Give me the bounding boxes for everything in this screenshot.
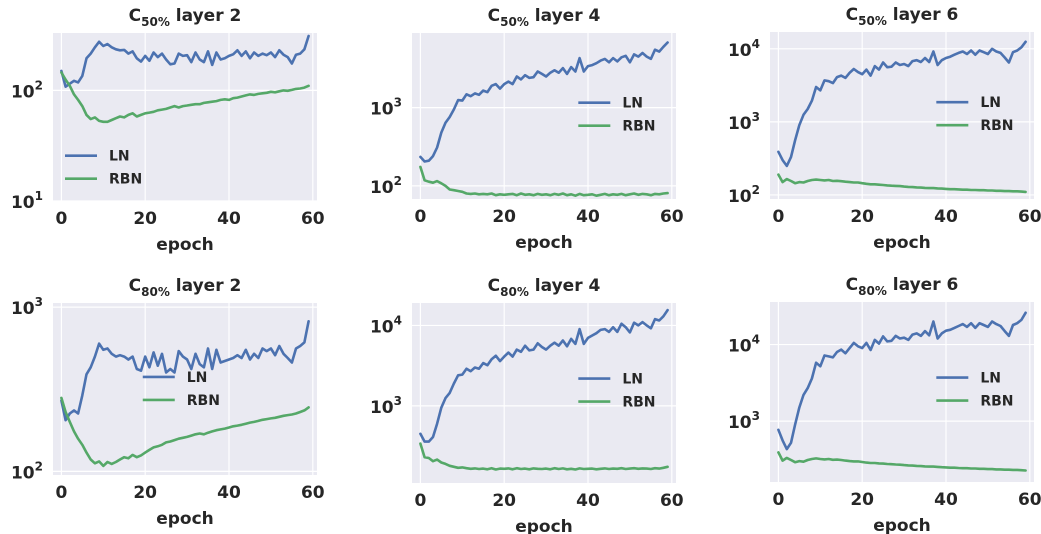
y-tick-label: 103 — [728, 409, 760, 433]
x-axis-label: epoch — [515, 517, 573, 534]
x-tick-label: 40 — [576, 207, 600, 227]
y-tick-label: 103 — [728, 110, 760, 134]
x-tick-label: 60 — [660, 207, 684, 227]
legend-label-rbn: RBN — [187, 393, 220, 409]
series-line-ln — [60, 34, 310, 88]
x-tick-label: 40 — [217, 483, 241, 503]
x-tick-label: 40 — [934, 207, 958, 227]
plot-area — [53, 303, 317, 475]
x-tick-label: 60 — [1018, 490, 1041, 510]
x-tick-label: 0 — [772, 490, 784, 510]
chart-panel-2: 0 20 40 60 102 103 C50% layer 4 epoch LN RBN — [370, 6, 684, 253]
x-tick-label: 20 — [492, 491, 516, 511]
series-line-rbn — [419, 442, 669, 471]
chart-panel-6: 0 20 40 60 103 104 C80% layer 6 epoch LN RBN — [728, 275, 1041, 534]
y-tick-label: 102 — [11, 78, 43, 102]
legend-label-ln: LN — [622, 96, 643, 112]
series-line-ln — [419, 308, 669, 443]
x-tick-label: 0 — [414, 207, 426, 227]
series-line-rbn — [60, 396, 310, 468]
x-tick-label: 60 — [301, 483, 325, 503]
y-tick-label: 102 — [11, 459, 43, 483]
series-line-rbn — [777, 451, 1027, 472]
x-axis-label: epoch — [873, 233, 931, 253]
x-tick-label: 60 — [1018, 207, 1041, 227]
chart-title: C80% layer 2 — [129, 276, 242, 299]
legend-label-ln: LN — [980, 95, 1001, 111]
plot-area — [53, 33, 317, 201]
x-tick-label: 40 — [217, 209, 241, 229]
x-tick-label: 20 — [850, 207, 874, 227]
x-tick-label: 60 — [660, 491, 684, 511]
legend-label-rbn: RBN — [622, 395, 655, 411]
chart-panel-4: 0 20 40 60 102 103 C80% layer 2 epoch LN RBN — [11, 276, 325, 529]
y-tick-label: 101 — [11, 189, 43, 213]
x-tick-label: 40 — [934, 490, 958, 510]
x-tick-label: 40 — [576, 491, 600, 511]
series-line-ln — [419, 41, 669, 163]
y-tick-label: 103 — [11, 295, 43, 319]
y-tick-label: 102 — [370, 174, 402, 198]
series-line-rbn — [419, 165, 669, 197]
chart-title: C50% layer 6 — [846, 5, 959, 28]
chart-title: C50% layer 2 — [129, 6, 242, 29]
legend-label-ln: LN — [622, 372, 643, 388]
legend-label-rbn: RBN — [980, 394, 1013, 410]
chart-title: C80% layer 6 — [846, 275, 959, 298]
plot-area — [770, 32, 1034, 199]
x-tick-label: 20 — [850, 490, 874, 510]
x-tick-label: 0 — [55, 209, 67, 229]
series-line-ln — [777, 40, 1027, 168]
chart-panel-3: 0 20 40 60 102 103 104 C50% layer 6 epoch LN RBN — [728, 5, 1041, 253]
plot-area — [412, 303, 676, 483]
x-tick-label: 20 — [133, 209, 157, 229]
legend-label-rbn: RBN — [980, 118, 1013, 134]
chart-title: C80% layer 4 — [488, 276, 601, 299]
y-tick-label: 103 — [370, 96, 402, 120]
legend: LN RBN — [936, 95, 1013, 134]
x-tick-label: 0 — [772, 207, 784, 227]
y-tick-label: 104 — [728, 333, 760, 357]
legend: LN RBN — [936, 371, 1013, 410]
x-axis-label: epoch — [515, 233, 573, 253]
legend-label-ln: LN — [980, 371, 1001, 387]
legend: LN RBN — [578, 372, 655, 411]
x-axis-label: epoch — [156, 509, 214, 529]
chart-panel-5: 0 20 40 60 103 104 C80% layer 4 epoch LN RBN — [370, 276, 684, 534]
x-tick-label: 20 — [133, 483, 157, 503]
plot-area — [770, 302, 1034, 482]
x-tick-label: 0 — [55, 483, 67, 503]
series-line-ln — [777, 311, 1027, 451]
y-tick-label: 104 — [370, 313, 402, 337]
y-tick-label: 102 — [728, 183, 760, 207]
legend-label-ln: LN — [109, 149, 130, 165]
x-tick-label: 20 — [492, 207, 516, 227]
x-tick-label: 0 — [414, 491, 426, 511]
series-line-rbn — [60, 71, 310, 124]
legend: LN RBN — [578, 96, 655, 135]
legend-label-ln: LN — [187, 370, 208, 386]
x-tick-label: 60 — [301, 209, 325, 229]
legend: LN RBN — [65, 149, 142, 188]
chart-title: C50% layer 4 — [488, 6, 601, 29]
x-axis-label: epoch — [873, 516, 931, 534]
legend: LN RBN — [142, 370, 220, 409]
y-tick-label: 104 — [728, 37, 760, 61]
legend-label-rbn: RBN — [109, 172, 142, 188]
legend-label-rbn: RBN — [622, 119, 655, 135]
series-line-rbn — [777, 173, 1027, 194]
x-axis-label: epoch — [156, 235, 214, 255]
y-tick-label: 103 — [370, 394, 402, 418]
chart-panel-1: 0 20 40 60 101 102 C50% layer 2 epoch LN RBN — [11, 6, 325, 255]
series-line-ln — [60, 320, 310, 422]
